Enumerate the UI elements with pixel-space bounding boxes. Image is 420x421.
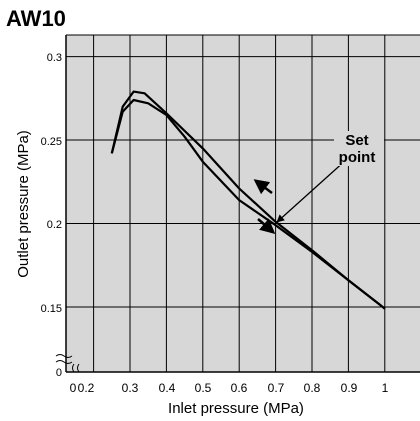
series-line-2	[110, 98, 386, 310]
x-tick-label: 0.6	[231, 381, 248, 395]
x-tick-label: 0.3	[122, 381, 139, 395]
x-axis-label: Inlet pressure (MPa)	[168, 400, 304, 417]
axes	[55, 34, 420, 373]
x-axis-break-mark	[72, 363, 80, 373]
grid	[66, 35, 420, 372]
x-tick-label: 0.2	[78, 381, 95, 395]
x-tick-label: 0.8	[304, 381, 321, 395]
y-axis-label: Outlet pressure (MPa)	[15, 130, 32, 278]
x-tick-label: 0.9	[341, 381, 358, 395]
series-group	[110, 90, 386, 310]
annotation-marks	[253, 159, 347, 234]
decreasing-arrow	[257, 218, 276, 234]
chart-title: AW10	[6, 6, 66, 31]
y-tick-label: 0.2	[47, 219, 62, 231]
x-ticks: 0 0.2 0.3 0.4 0.5 0.6 0.7 0.8 0.9 1	[70, 381, 389, 395]
y-axis-break-mark	[55, 354, 73, 364]
annotation-point-line2: point	[339, 149, 376, 166]
y-tick-label: 0.3	[47, 52, 62, 64]
y-tick-label: 0.25	[41, 136, 62, 148]
increasing-arrow	[253, 179, 273, 195]
annotation-set-line1: Set	[345, 132, 368, 149]
x-tick-label: 0	[70, 381, 77, 395]
y-tick-label: 0	[56, 367, 62, 379]
annotation-backdrop	[334, 131, 384, 166]
y-tick-label: 0.15	[41, 303, 62, 315]
x-tick-label: 1	[382, 381, 389, 395]
x-tick-label: 0.4	[159, 381, 176, 395]
y-ticks: 0 0.15 0.2 0.25 0.3	[41, 52, 62, 379]
x-tick-label: 0.5	[195, 381, 212, 395]
x-tick-label: 0.7	[268, 381, 285, 395]
set-point-leader	[276, 159, 347, 223]
